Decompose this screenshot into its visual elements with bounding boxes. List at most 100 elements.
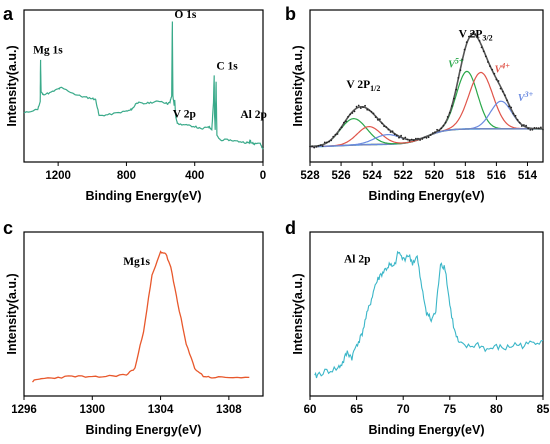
x-axis-title: Binding Energy(eV) — [86, 423, 202, 437]
raw-data-point — [476, 36, 479, 38]
raw-data-point — [482, 50, 485, 53]
x-tick-label: 80 — [490, 404, 503, 416]
plot-frame — [23, 9, 264, 163]
raw-data-point — [309, 145, 311, 148]
y-axis-title: Intensity(a.u.) — [291, 45, 305, 126]
raw-data-point — [423, 136, 426, 139]
raw-data-point — [540, 126, 542, 129]
raw-data-point — [491, 68, 494, 71]
raw-data-point — [393, 133, 396, 136]
raw-data-point — [499, 87, 502, 90]
raw-data-point — [321, 145, 324, 148]
raw-data-point — [387, 128, 390, 131]
raw-data-point — [442, 124, 445, 127]
raw-data-point — [465, 41, 468, 44]
raw-data-point — [440, 127, 443, 130]
raw-data-point — [501, 90, 504, 93]
x-tick-label: 520 — [425, 170, 444, 182]
panel-d: d 60 65 70 75 80 85 Binding Energy(eV) Intensity… — [285, 218, 550, 437]
raw-data-point — [408, 139, 411, 142]
raw-data-point — [317, 145, 320, 147]
raw-data-point — [328, 140, 330, 143]
raw-data-point — [489, 65, 491, 68]
raw-data-point — [372, 112, 375, 115]
raw-data-point — [359, 107, 362, 109]
peak-annotation: O 1s — [174, 9, 197, 21]
x-tick-label: 800 — [117, 170, 136, 182]
raw-data-point — [438, 129, 441, 132]
x-axis-title: Binding Energy(eV) — [369, 423, 485, 437]
raw-data-point — [353, 110, 356, 113]
raw-data-point — [419, 139, 421, 141]
peak-annotation: C 1s — [216, 61, 238, 73]
raw-data-point — [421, 138, 424, 140]
raw-data-point — [395, 134, 398, 137]
x-tick-label: 528 — [300, 170, 320, 182]
fit-peak-line — [310, 70, 543, 148]
plot-frame — [23, 231, 264, 397]
raw-data-point — [412, 139, 415, 142]
envelope-line — [310, 33, 543, 148]
plot-frame — [309, 9, 544, 163]
raw-data-point — [453, 97, 455, 100]
raw-data-point — [470, 32, 472, 35]
panel-c: c 1296 1300 1304 1308 Binding Energy(eV) Inten… — [3, 218, 264, 437]
mg1s-spectrum-line — [31, 250, 250, 383]
valence-annotation: V5+ — [448, 57, 464, 71]
panel-label-a: a — [3, 4, 14, 24]
x-tick-label: 1308 — [216, 404, 242, 416]
raw-data-point — [330, 139, 333, 142]
x-tick-label: 75 — [443, 404, 456, 416]
raw-data-point — [368, 109, 371, 112]
raw-data-point — [493, 72, 496, 75]
raw-data-point — [362, 106, 364, 108]
raw-data-point — [525, 124, 527, 127]
panel-label-d: d — [285, 218, 296, 238]
raw-data-point — [355, 105, 358, 108]
raw-data-point — [504, 94, 506, 97]
raw-data-point — [404, 136, 407, 139]
raw-data-point — [537, 127, 540, 130]
x-tick-label: 70 — [397, 404, 410, 416]
x-tick-label: 518 — [456, 170, 476, 182]
superscript: 5+ — [455, 57, 464, 66]
valence-annotation: V4+ — [495, 61, 511, 75]
raw-data-point — [520, 125, 523, 127]
raw-data-point — [340, 126, 343, 129]
raw-data-point — [478, 40, 481, 42]
raw-data-point — [457, 77, 460, 79]
raw-data-point — [315, 146, 318, 148]
valence-annotation: V3+ — [518, 90, 534, 104]
raw-data-point — [427, 136, 430, 139]
superscript: 3+ — [524, 90, 534, 99]
raw-data-point — [415, 137, 417, 140]
peak-annotation: V 2P3/2 — [459, 29, 493, 43]
raw-data-point — [448, 111, 451, 114]
raw-data-point — [487, 61, 489, 63]
superscript: 4+ — [500, 61, 510, 70]
raw-data-point — [531, 128, 534, 131]
x-axis-title: Binding Energy(eV) — [86, 189, 202, 203]
x-tick-label: 65 — [350, 404, 363, 416]
raw-data-point — [455, 88, 458, 91]
raw-data-point — [542, 128, 544, 131]
raw-data-point — [370, 110, 373, 113]
raw-data-point — [461, 59, 464, 61]
raw-data-point — [381, 122, 383, 125]
x-tick-label: 522 — [394, 170, 413, 182]
peak-annotation: V 2p — [173, 109, 196, 121]
x-tick-label: 526 — [331, 170, 350, 182]
fit-peak-line — [310, 71, 543, 148]
raw-data-point — [366, 108, 369, 111]
peak-annotation: Al 2p — [240, 109, 267, 121]
raw-data-point — [410, 138, 413, 141]
raw-data-point — [527, 127, 530, 130]
raw-data-point — [343, 121, 345, 124]
panel-label-b: b — [285, 4, 296, 24]
raw-data-point — [391, 130, 394, 133]
raw-data-point — [508, 105, 510, 108]
raw-data-point — [518, 121, 521, 124]
raw-data-point — [345, 120, 347, 123]
raw-data-point — [472, 31, 474, 34]
